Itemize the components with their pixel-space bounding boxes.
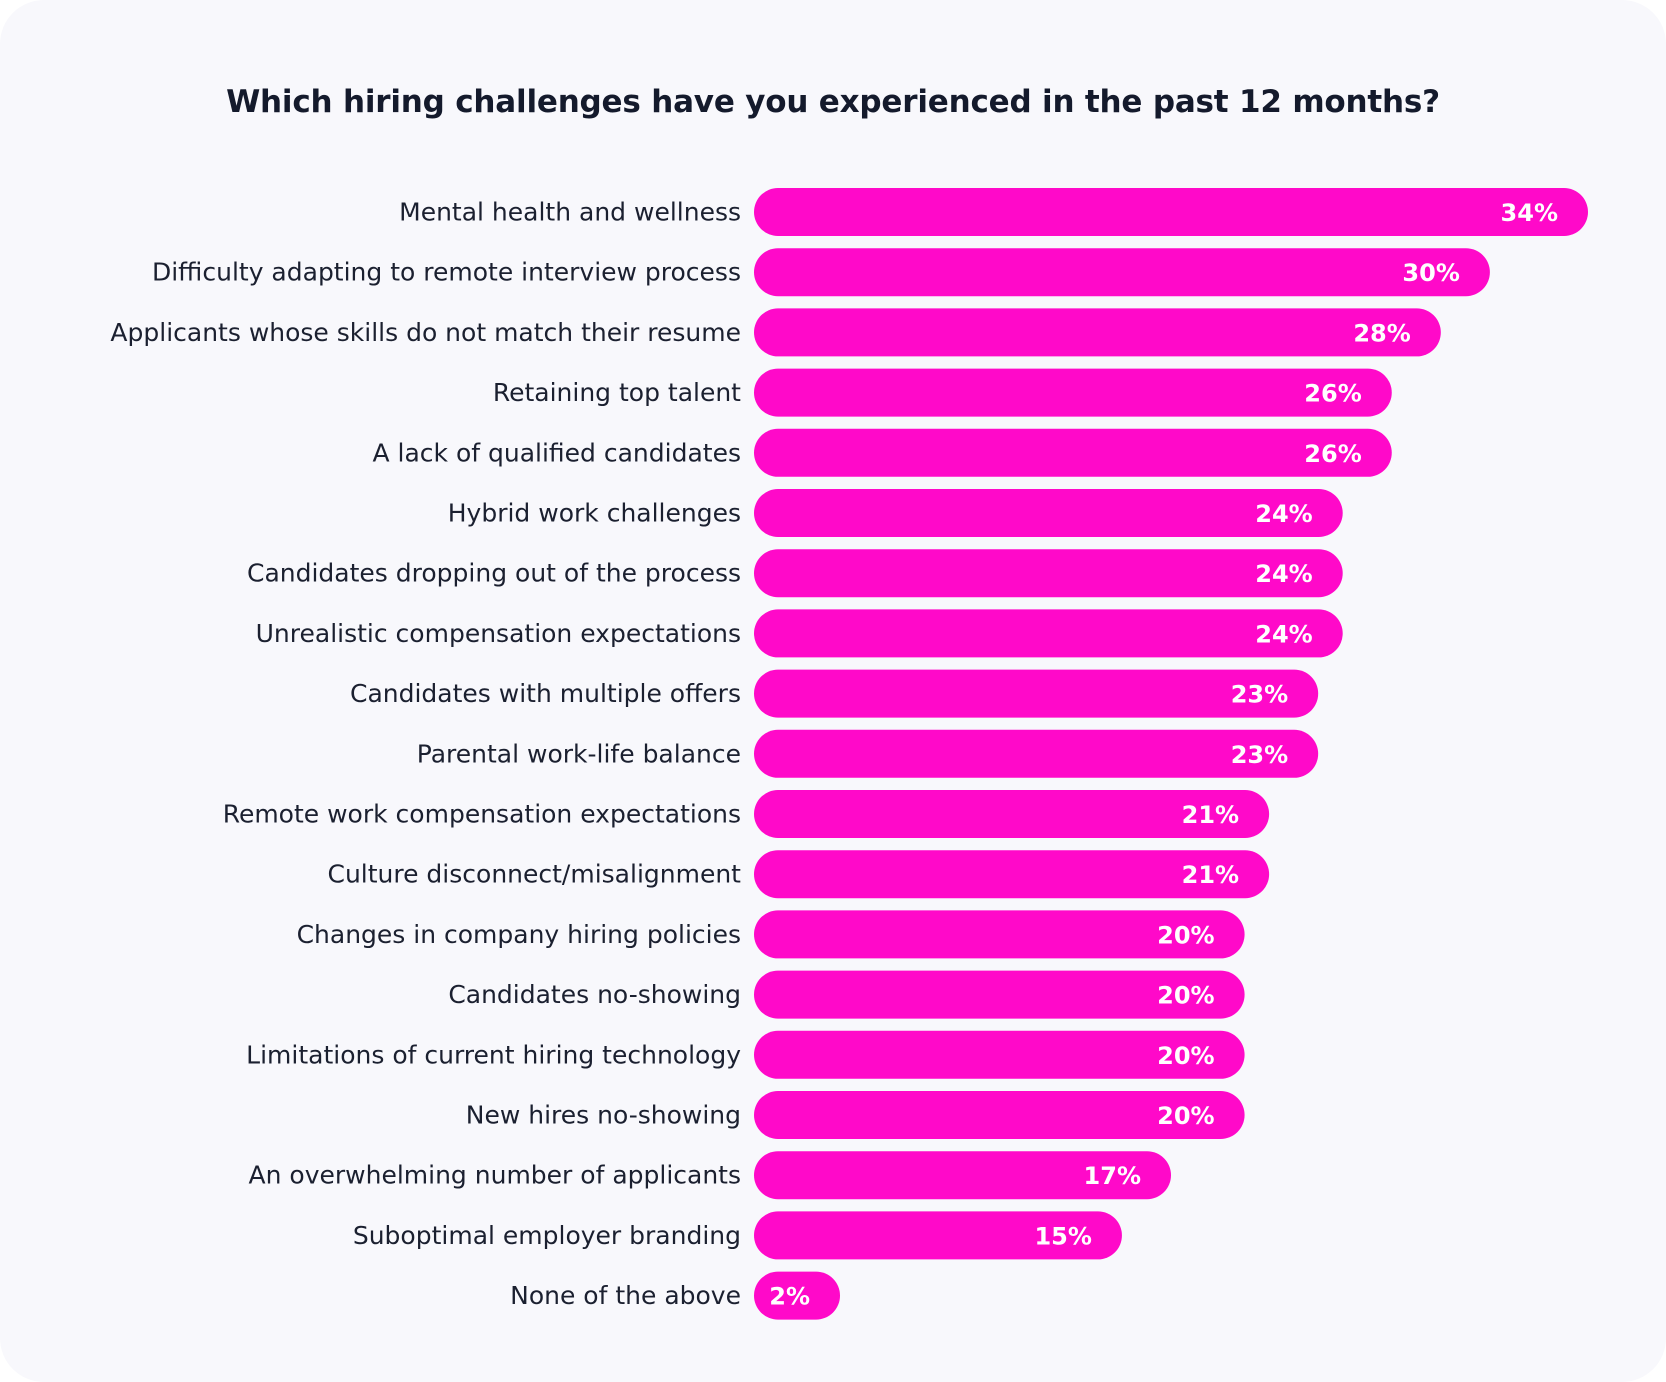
category-label: Limitations of current hiring technology [246,1040,741,1069]
data-label: 20% [1157,982,1214,1010]
bar [754,1030,1245,1079]
data-label: 23% [1231,681,1288,709]
bar-row: Suboptimal employer branding 15% [353,1211,1122,1260]
bar [754,188,1588,236]
chart-title: Which hiring challenges have you experie… [226,84,1440,120]
bar [754,248,1490,297]
bar [754,790,1270,838]
data-label: 23% [1231,741,1288,769]
bar-row: A lack of qualified candidates 26% [372,428,1392,477]
category-label: Parental work-life balance [417,739,741,768]
category-label: Suboptimal employer branding [353,1221,741,1250]
category-label: Applicants whose skills do not match the… [110,318,741,347]
category-label: New hires no-showing [466,1101,741,1130]
data-label: 26% [1304,380,1361,408]
bar-row: Unrealistic compensation expectations 24% [256,609,1343,658]
bar-row: Limitations of current hiring technology… [246,1030,1245,1079]
bar [754,428,1392,477]
bar [754,669,1319,718]
data-label: 28% [1353,319,1410,347]
category-label: Candidates with multiple offers [350,679,741,708]
data-label: 21% [1182,861,1239,889]
bar [754,368,1392,417]
bar-row: Candidates no-showing 20% [448,970,1245,1019]
data-label: 24% [1255,560,1312,588]
bar [754,1271,840,1320]
bar-row: An overwhelming number of applicants 17% [249,1151,1171,1200]
bar [754,970,1245,1019]
bar-row: Culture disconnect/misalignment 21% [327,850,1270,899]
category-label: Candidates dropping out of the process [247,559,741,588]
category-label: Candidates no-showing [448,980,741,1009]
data-label: 20% [1157,1042,1214,1070]
bar [754,1091,1245,1139]
data-label: 20% [1157,921,1214,949]
data-label: 34% [1501,199,1558,227]
bar-row: Applicants whose skills do not match the… [110,308,1441,357]
bar-row: Candidates dropping out of the process 24… [247,549,1343,598]
category-label: An overwhelming number of applicants [249,1161,741,1190]
bar [754,549,1343,598]
category-label: Mental health and wellness [399,198,741,227]
bar-row: Parental work-life balance 23% [417,729,1319,778]
data-label: 30% [1402,259,1459,287]
bar [754,1151,1171,1200]
category-label: Difficulty adapting to remote interview … [152,258,741,287]
data-label: 20% [1157,1102,1214,1130]
category-label: Retaining top talent [493,378,741,407]
category-label: Changes in company hiring policies [297,920,741,949]
data-label: 17% [1084,1162,1141,1190]
bar-row: Retaining top talent 26% [493,368,1392,417]
data-label: 24% [1255,620,1312,648]
bar-row: Hybrid work challenges 24% [448,489,1343,537]
data-label: 2% [769,1283,810,1311]
data-label: 15% [1034,1222,1091,1250]
bar [754,308,1441,357]
bar-row: None of the above 2% [510,1271,840,1320]
bar-row: Remote work compensation expectations 21% [223,790,1270,838]
bar-row: Mental health and wellness 34% [399,188,1588,236]
category-label: Culture disconnect/misalignment [327,860,741,889]
bar-row: Changes in company hiring policies 20% [297,910,1245,959]
category-label: Remote work compensation expectations [223,800,741,829]
category-label: Unrealistic compensation expectations [256,619,741,648]
bar [754,910,1245,959]
category-label: A lack of qualified candidates [372,438,741,467]
bar-row: Difficulty adapting to remote interview … [152,248,1490,297]
bar [754,729,1319,778]
bar [754,850,1270,899]
data-label: 24% [1255,500,1312,528]
bar [754,609,1343,658]
category-label: None of the above [510,1281,741,1310]
bar-row: Candidates with multiple offers 23% [350,669,1319,718]
bar [754,1211,1122,1260]
category-label: Hybrid work challenges [448,499,741,528]
data-label: 26% [1304,440,1361,468]
bar [754,489,1343,537]
data-label: 21% [1182,801,1239,829]
bar-row: New hires no-showing 20% [466,1091,1245,1139]
